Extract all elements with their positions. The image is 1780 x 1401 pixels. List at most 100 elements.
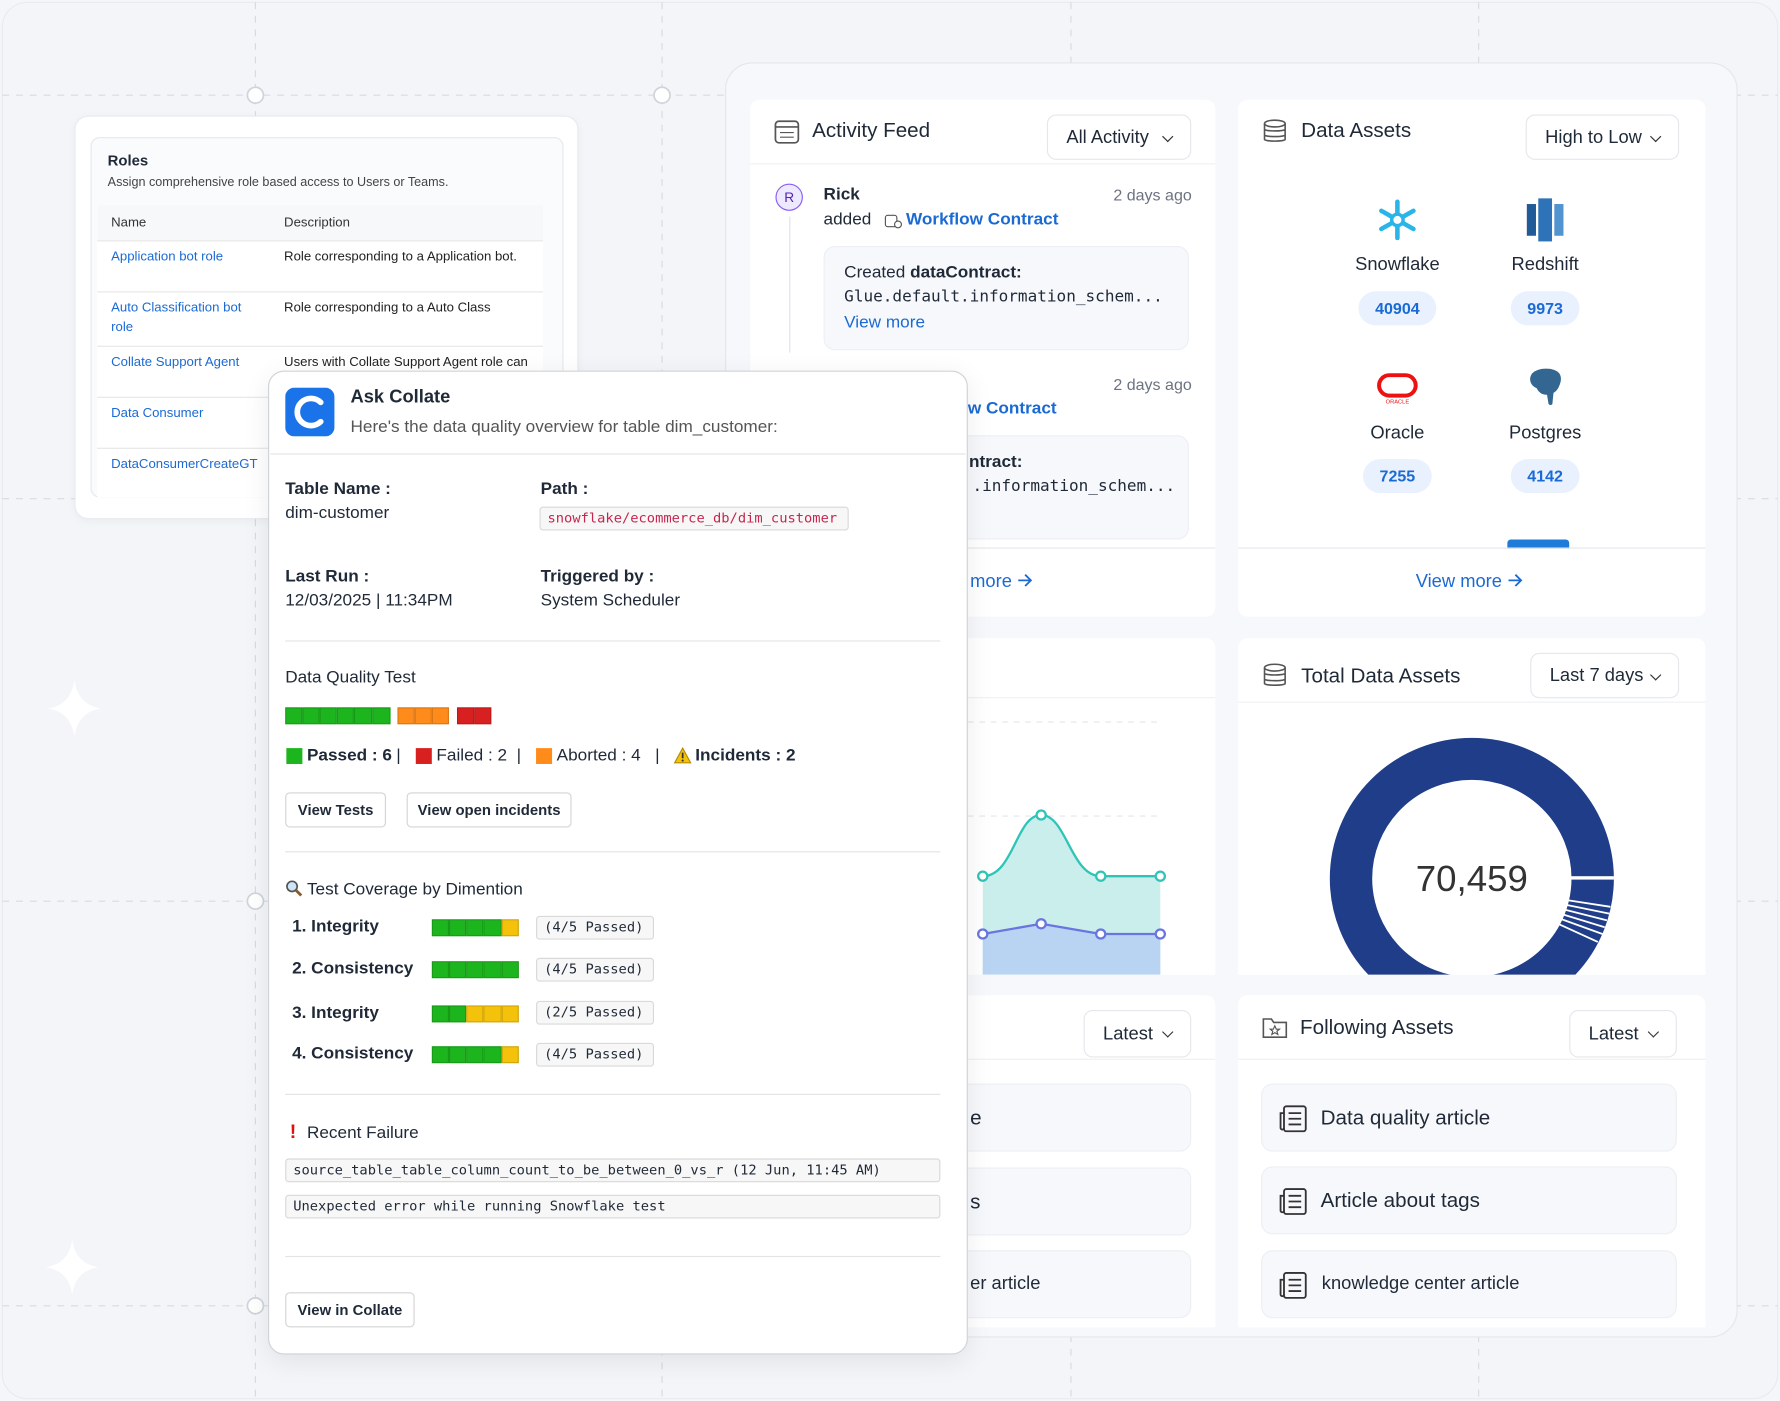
- area-chart: [967, 721, 1167, 975]
- button[interactable]: View in Collate: [285, 1292, 415, 1328]
- search-icon: [286, 880, 303, 897]
- panel-title: Activity Feed: [812, 119, 931, 142]
- article-icon: [1279, 1272, 1307, 1299]
- article-icon: [1279, 1105, 1307, 1133]
- dimension: 3. Integrity: [292, 1003, 379, 1023]
- coverage-result: (4/5 Passed): [536, 957, 655, 982]
- warning-icon: [673, 746, 692, 764]
- view-more[interactable]: View more: [844, 312, 926, 333]
- entity-link[interactable]: Workflow Contract: [906, 209, 1059, 229]
- divider: [750, 163, 1216, 165]
- list-item[interactable]: Data quality article: [1261, 1083, 1677, 1152]
- role-name[interactable]: DataConsumerCreateGT: [111, 457, 258, 472]
- role-description: Users with Collate Support Agent role ca…: [284, 355, 528, 370]
- legend-label: Failed : 2: [436, 745, 508, 766]
- item-text: Data quality article: [1320, 1106, 1491, 1129]
- detail: Glue.default.information_schem...: [844, 287, 1163, 307]
- path: snowflake/ecommerce_db/dim_customer: [539, 506, 849, 531]
- coverage-bar: [431, 961, 519, 979]
- db-icon: [1263, 119, 1286, 142]
- divider: [1238, 1058, 1706, 1060]
- legend-label: Incidents : 2: [695, 745, 796, 766]
- dimension: 1. Integrity: [292, 917, 379, 937]
- oracle-logo: ORACLE: [1377, 373, 1418, 406]
- roles-header: [97, 205, 543, 241]
- legend-label: Aborted : 4: [556, 745, 641, 766]
- item-text: knowledge center article: [1321, 1274, 1520, 1294]
- divider: [285, 640, 941, 642]
- coverage-result: (2/5 Passed): [536, 1000, 655, 1025]
- divider: [1238, 547, 1706, 549]
- view-more[interactable]: View more: [1416, 571, 1523, 594]
- button[interactable]: View Tests: [285, 792, 386, 828]
- data-assets-panel: Data Assets High to Low Snowflake Redshi…: [1238, 99, 1706, 617]
- logo-partial: [1507, 539, 1570, 549]
- feed-text: Created dataContract:: [844, 262, 1022, 285]
- role-description: Role corresponding to a Auto Class: [284, 301, 491, 316]
- total-assets-panel: Total Data Assets Last 7 days 70,459: [1238, 638, 1706, 975]
- asset-name: Postgres: [1508, 423, 1582, 444]
- column-header: Description: [284, 216, 350, 231]
- avatar: R: [775, 183, 803, 211]
- separator: |: [396, 745, 401, 766]
- field-label: Last Run :: [285, 566, 370, 587]
- divider: [1238, 701, 1706, 703]
- arrow: [1018, 574, 1033, 587]
- timeline: [789, 216, 791, 353]
- asset-count: 9973: [1510, 291, 1580, 326]
- redshift-logo: [1526, 198, 1564, 242]
- field-value: System Scheduler: [540, 590, 681, 610]
- list-item[interactable]: knowledge center article: [1261, 1250, 1677, 1319]
- sort-dropdown[interactable]: Latest: [1083, 1009, 1192, 1058]
- item-text: Article about tags: [1320, 1189, 1480, 1212]
- coverage-bar: [431, 1005, 519, 1023]
- donut: [1329, 737, 1614, 975]
- popup-title: Ask Collate: [350, 387, 451, 407]
- activity-filter[interactable]: All Activity: [1046, 114, 1192, 160]
- row-border: [97, 291, 543, 293]
- divider: [750, 1058, 1216, 1060]
- sort-dropdown[interactable]: Latest: [1569, 1009, 1677, 1058]
- time: 2 days ago: [1113, 375, 1192, 394]
- divider: [750, 547, 1216, 549]
- entity-link[interactable]: w Contract: [967, 398, 1057, 419]
- folder-icon: [1262, 1018, 1288, 1038]
- section-title: Data Quality Test: [285, 667, 416, 687]
- divider: [270, 453, 966, 455]
- sort-dropdown[interactable]: High to Low: [1525, 114, 1680, 160]
- collate-logo: [285, 387, 335, 437]
- view-more-text: more: [970, 572, 1012, 592]
- asset-name: Oracle: [1370, 423, 1425, 444]
- list-item[interactable]: Article about tags: [1261, 1166, 1677, 1235]
- role-name[interactable]: Auto Classification bot role: [111, 301, 242, 335]
- field-label: Table Name :: [285, 479, 391, 499]
- button[interactable]: View open incidents: [406, 792, 572, 828]
- field-value: 12/03/2025 | 11:34PM: [285, 590, 453, 610]
- asset-name: Snowflake: [1355, 255, 1440, 275]
- dimension: 2. Consistency: [292, 958, 414, 979]
- popup-subtitle: Here's the data quality overview for tab…: [350, 417, 778, 437]
- svg-text:ORACLE: ORACLE: [1386, 400, 1410, 406]
- section-title: Recent Failure: [306, 1123, 419, 1143]
- legend-swatch: [415, 748, 432, 764]
- asset-count: 7255: [1363, 459, 1432, 494]
- coverage-bar: [431, 1046, 519, 1064]
- user: Rick: [823, 184, 860, 205]
- failure: source_table_table_column_count_to_be_be…: [285, 1158, 941, 1183]
- entity-type: ntract:: [969, 452, 1023, 472]
- asset-count: 40904: [1358, 291, 1437, 326]
- article-icon: [1279, 1188, 1307, 1215]
- role-name[interactable]: Application bot role: [111, 250, 224, 265]
- role-name[interactable]: Collate Support Agent: [111, 355, 240, 370]
- separator: |: [655, 745, 660, 766]
- range-dropdown[interactable]: Last 7 days: [1530, 652, 1680, 699]
- role-name[interactable]: Data Consumer: [111, 406, 204, 421]
- field-label: Path :: [540, 479, 589, 499]
- coverage-result: (4/5 Passed): [536, 915, 655, 940]
- db-icon: [1263, 663, 1286, 686]
- section-title: Test Coverage by Dimention: [306, 879, 523, 899]
- view-more[interactable]: more: [970, 571, 1033, 594]
- total-value: 70,459: [1415, 858, 1528, 899]
- feed-icon: [774, 120, 800, 144]
